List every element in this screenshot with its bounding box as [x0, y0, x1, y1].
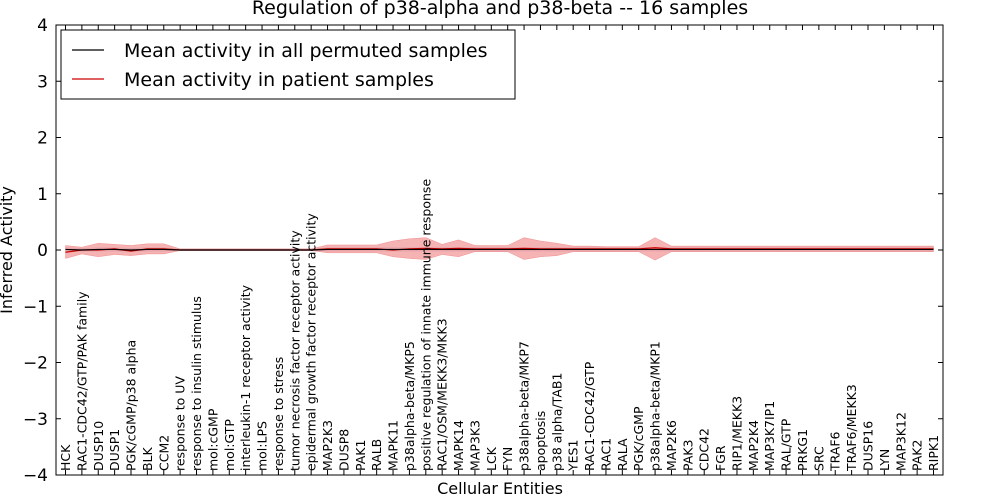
- x-tick-label: RALB: [369, 439, 384, 471]
- x-tick-label: MAP2K4: [746, 420, 761, 471]
- x-tick-label: YES1: [566, 440, 581, 472]
- x-tick-label: RAC1-CDC42/GTP/PAK family: [74, 291, 89, 471]
- series-line-permuted: [65, 248, 934, 251]
- y-tick-label: −2: [23, 354, 48, 374]
- x-tick-label: RAC1: [598, 438, 613, 471]
- x-tick-label: CDC42: [697, 428, 712, 471]
- legend-label-permuted: Mean activity in all permuted samples: [124, 40, 487, 62]
- x-tick-label: tumor necrosis factor receptor activity: [287, 230, 302, 471]
- x-tick-label: PRKG1: [795, 429, 810, 471]
- plot-frame: [55, 24, 944, 476]
- x-tick-label: mol:GTP: [222, 419, 237, 471]
- x-tick-label: MAPK14: [451, 420, 466, 471]
- x-tick-label: RAL/GTP: [779, 418, 794, 471]
- x-tick-label: LCK: [484, 446, 499, 471]
- x-axis-ticks: HCK RAC1-CDC42/GTP/PAK family DUSP10 DUSP1 P…: [58, 25, 941, 475]
- x-tick-label: RIPK1: [926, 435, 941, 471]
- x-tick-label: epidermal growth factor receptor activit…: [304, 213, 319, 471]
- x-tick-label: PAK1: [353, 440, 368, 471]
- x-tick-label: PAK3: [680, 440, 695, 471]
- x-tick-label: RAC1/OSM/MEKK3/MKK3: [435, 318, 450, 471]
- x-tick-label: p38alpha-beta/MKP7: [517, 341, 532, 471]
- x-tick-label: interleukin-1 receptor activity: [238, 284, 253, 471]
- x-tick-label: mol:LPS: [255, 421, 270, 471]
- x-tick-label: DUSP16: [860, 421, 875, 471]
- x-tick-label: response to UV: [173, 376, 188, 471]
- x-tick-label: MAP2K3: [320, 420, 335, 471]
- x-tick-label: apoptosis: [533, 411, 548, 471]
- x-tick-label: TRAF6: [828, 431, 843, 472]
- x-tick-label: CCM2: [156, 435, 171, 471]
- x-tick-label: PGK/cGMP/p38 alpha: [124, 340, 139, 471]
- x-axis-label: Cellular Entities: [437, 479, 563, 498]
- legend-box: [60, 29, 516, 100]
- x-tick-label: TRAF6/MEKK3: [844, 384, 859, 472]
- y-tick-label: 2: [37, 129, 48, 149]
- x-tick-label: response to stress: [271, 357, 286, 471]
- x-tick-label: RIP1/MEKK3: [729, 396, 744, 471]
- x-tick-label: p38alpha-beta/MKP5: [402, 341, 417, 471]
- x-tick-label: DUSP8: [336, 429, 351, 471]
- x-tick-label: RAC1-CDC42/GTP: [582, 361, 597, 471]
- x-tick-label: positive regulation of innate immune res…: [418, 179, 433, 471]
- x-tick-label: p38alpha-beta/MKP1: [648, 341, 663, 471]
- y-tick-label: −3: [23, 410, 48, 430]
- x-tick-label: MAP3K3: [467, 420, 482, 471]
- legend: Mean activity in all permuted samples Me…: [60, 29, 516, 100]
- x-tick-label: RALA: [615, 438, 630, 471]
- x-tick-label: SRC: [811, 446, 826, 471]
- x-tick-label: DUSP1: [107, 429, 122, 471]
- y-tick-label: −4: [23, 466, 48, 486]
- y-tick-label: −1: [23, 297, 48, 317]
- x-tick-label: p38 alpha/TAB1: [549, 373, 564, 471]
- y-tick-label: 4: [37, 16, 48, 36]
- y-tick-label: 3: [37, 72, 48, 92]
- x-tick-label: PGK/cGMP: [631, 406, 646, 471]
- x-tick-label: MAP3K12: [893, 412, 908, 471]
- x-tick-label: FYN: [500, 447, 515, 471]
- chart-title: Regulation of p38-alpha and p38-beta -- …: [252, 0, 748, 19]
- y-tick-label: 1: [37, 185, 48, 205]
- x-tick-label: HCK: [58, 444, 73, 471]
- y-axis-label: Inferred Activity: [0, 186, 16, 314]
- x-tick-label: BLK: [140, 446, 155, 471]
- x-tick-label: MAP3K7IP1: [762, 401, 777, 471]
- y-tick-label: 0: [37, 241, 48, 261]
- x-tick-label: MAPK11: [386, 420, 401, 471]
- x-tick-label: LYN: [877, 449, 892, 471]
- legend-label-patient: Mean activity in patient samples: [124, 69, 434, 91]
- x-tick-label: mol:cGMP: [205, 408, 220, 471]
- series-lines: [65, 247, 934, 253]
- x-tick-label: MAP2K6: [664, 420, 679, 471]
- x-tick-label: FGR: [713, 445, 728, 471]
- x-tick-label: response to insulin stimulus: [189, 296, 204, 471]
- x-tick-label: DUSP10: [91, 421, 106, 471]
- x-tick-label: PAK2: [910, 440, 925, 471]
- y-axis-ticks: −4 −3 −2 −1 0 1 2 3 4: [23, 16, 943, 486]
